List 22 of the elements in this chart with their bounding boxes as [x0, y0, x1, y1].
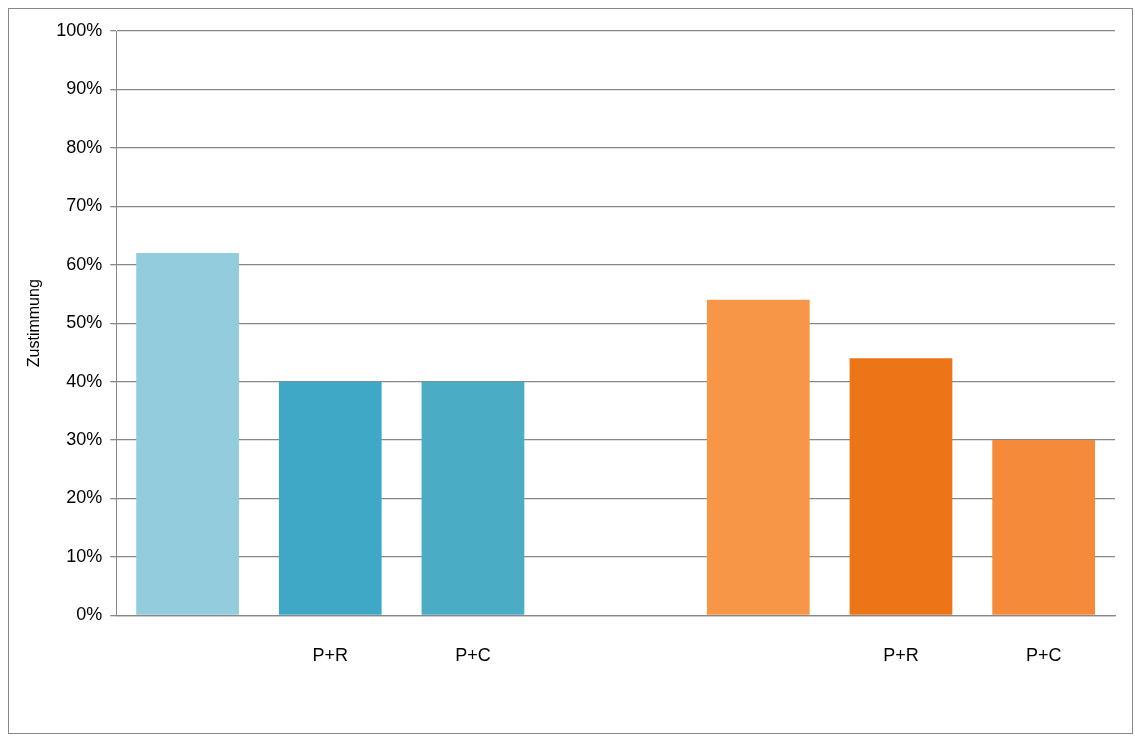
- bar: [706, 299, 810, 615]
- y-tick-label: 80%: [66, 136, 103, 157]
- y-tick-label: 100%: [56, 19, 103, 40]
- y-tick-label: 70%: [66, 195, 103, 216]
- bar: [278, 381, 382, 615]
- bar: [849, 358, 953, 615]
- x-tick-label: P+C: [1025, 645, 1062, 666]
- y-tick-label: 90%: [66, 78, 103, 99]
- y-tick-label: 0%: [76, 604, 103, 625]
- y-tick-label: 50%: [66, 312, 103, 333]
- y-tick-label: 30%: [66, 429, 103, 450]
- y-tick-label: 40%: [66, 370, 103, 391]
- bar: [421, 381, 525, 615]
- y-axis-title: Zustimmung: [25, 279, 43, 368]
- bar: [136, 253, 239, 615]
- x-tick-label: P+R: [312, 645, 349, 666]
- x-tick-label: P+C: [455, 645, 491, 666]
- y-tick-label: 10%: [66, 545, 103, 566]
- y-tick-label: 20%: [66, 487, 103, 508]
- bar: [992, 440, 1096, 615]
- x-tick-label: P+R: [883, 645, 919, 666]
- y-tick-label: 60%: [66, 253, 103, 274]
